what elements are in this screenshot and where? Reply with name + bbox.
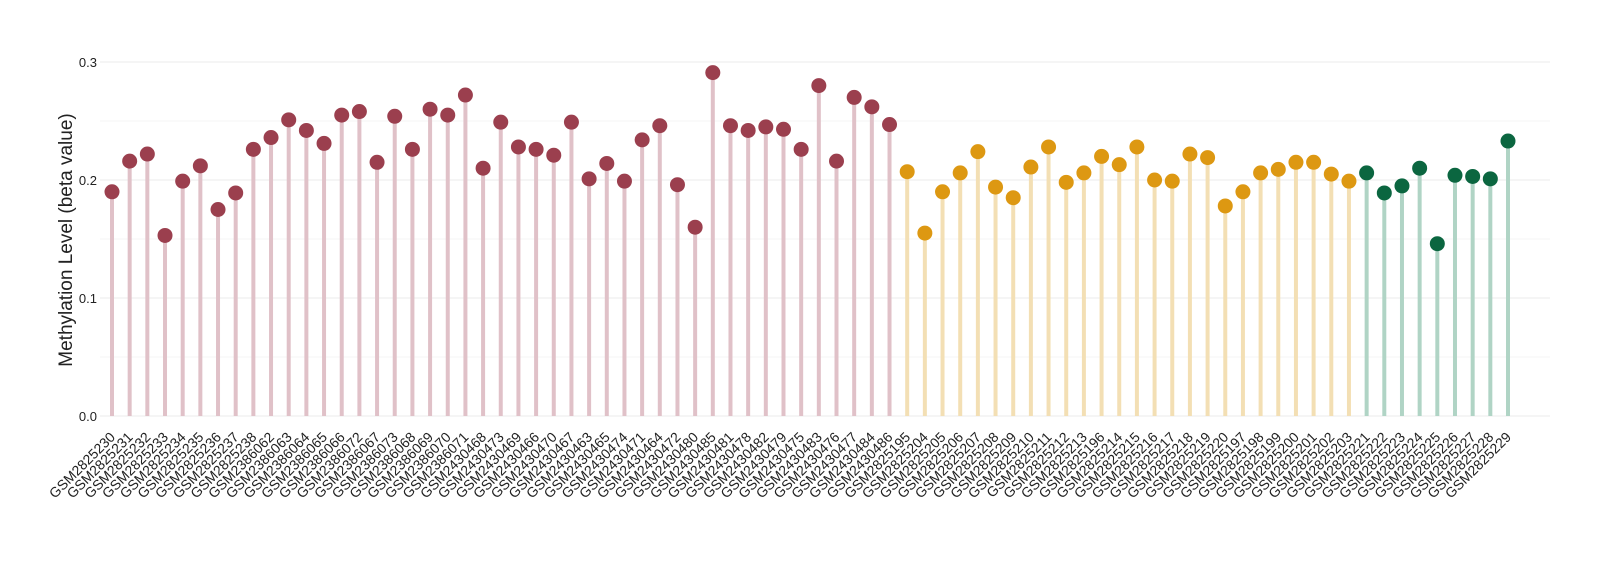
- lollipop-point: [616, 173, 632, 189]
- y-tick-label: 0.3: [79, 55, 97, 70]
- lollipop-point: [1005, 190, 1021, 206]
- lollipop-point: [1023, 159, 1039, 175]
- lollipop-point: [493, 114, 509, 130]
- lollipop-point: [104, 184, 120, 200]
- lollipop-point: [829, 153, 845, 169]
- lollipop-point: [1482, 171, 1498, 187]
- lollipop-point: [1412, 160, 1428, 176]
- lollipop-point: [510, 139, 526, 155]
- lollipop-point: [1182, 146, 1198, 162]
- lollipop-point: [245, 141, 261, 157]
- lollipop-point: [563, 114, 579, 130]
- lollipop-point: [1341, 173, 1357, 189]
- lollipop-point: [634, 132, 650, 148]
- lollipop-point: [1359, 165, 1375, 181]
- lollipop-point: [1129, 139, 1145, 155]
- lollipop-point: [387, 108, 403, 124]
- lollipop-point: [864, 99, 880, 115]
- lollipop-point: [988, 179, 1004, 195]
- lollipop-point: [422, 101, 438, 117]
- lollipop-point: [952, 165, 968, 181]
- lollipop-point: [970, 144, 986, 160]
- lollipop-point: [1164, 173, 1180, 189]
- lollipop-point: [705, 65, 721, 81]
- lollipop-point: [122, 153, 138, 169]
- lollipop-point: [935, 184, 951, 200]
- lollipop-point: [1323, 166, 1339, 182]
- lollipop-point: [1500, 133, 1516, 149]
- lollipop-point: [775, 121, 791, 137]
- lollipop-point: [722, 118, 738, 134]
- lollipop-point: [457, 87, 473, 103]
- stems: [110, 72, 1510, 416]
- lollipop-point: [1200, 150, 1216, 166]
- lollipop-point: [740, 122, 756, 138]
- lollipop-point: [440, 107, 456, 123]
- y-axis-label: Methylation Level (beta value): [56, 113, 77, 366]
- lollipop-point: [758, 119, 774, 135]
- y-axis-ticks: 0.0 0.1 0.2 0.3: [79, 55, 97, 424]
- lollipop-point: [1447, 167, 1463, 183]
- lollipop-point: [899, 164, 915, 180]
- lollipop-point: [210, 202, 226, 217]
- lollipop-point: [846, 89, 862, 105]
- lollipop-point: [475, 160, 491, 176]
- lollipop-point: [351, 104, 367, 120]
- lollipop-point: [1465, 168, 1481, 184]
- lollipop-point: [1041, 139, 1057, 155]
- lollipop-point: [1376, 185, 1392, 201]
- lollipop-point: [1235, 184, 1251, 200]
- lollipop-point: [175, 173, 191, 189]
- lollipop-point: [157, 227, 173, 243]
- lollipop-point: [281, 112, 297, 128]
- lollipop-point: [334, 107, 350, 123]
- lollipop-point: [669, 177, 685, 193]
- lollipop-point: [1270, 161, 1286, 177]
- lollipop-point: [369, 154, 385, 170]
- lollipop-point: [581, 171, 597, 187]
- lollipop-point: [1429, 236, 1445, 252]
- points: [104, 65, 1516, 252]
- lollipop-point: [316, 135, 332, 151]
- lollipop-point: [882, 117, 898, 133]
- lollipop-point: [687, 219, 703, 235]
- lollipop-point: [1306, 154, 1322, 170]
- lollipop-point: [1217, 198, 1233, 214]
- lollipop-point: [1288, 154, 1304, 170]
- lollipop-point: [811, 78, 827, 94]
- lollipop-point: [652, 118, 668, 134]
- y-tick-label: 0.1: [79, 291, 97, 306]
- lollipop-point: [917, 225, 933, 241]
- lollipop-point: [404, 141, 420, 157]
- lollipop-point: [1394, 178, 1410, 194]
- lollipop-point: [228, 185, 244, 201]
- y-tick-label: 0.0: [79, 409, 97, 424]
- lollipop-point: [528, 141, 544, 157]
- lollipop-point: [1147, 172, 1163, 188]
- lollipop-point: [599, 155, 615, 171]
- lollipop-point: [263, 130, 279, 146]
- lollipop-point: [192, 158, 208, 174]
- lollipop-point: [546, 147, 562, 163]
- lollipop-point: [1076, 165, 1092, 181]
- lollipop-point: [1253, 165, 1269, 181]
- x-axis-tick-labels: GSM2825230GSM2825231GSM2825232GSM2825233…: [46, 429, 1515, 502]
- lollipop-point: [1094, 148, 1110, 164]
- lollipop-point: [1111, 157, 1127, 173]
- lollipop-point: [1058, 174, 1074, 190]
- y-tick-label: 0.2: [79, 173, 97, 188]
- lollipop-point: [793, 141, 809, 157]
- lollipop-point: [139, 146, 155, 162]
- lollipop-point: [298, 122, 314, 138]
